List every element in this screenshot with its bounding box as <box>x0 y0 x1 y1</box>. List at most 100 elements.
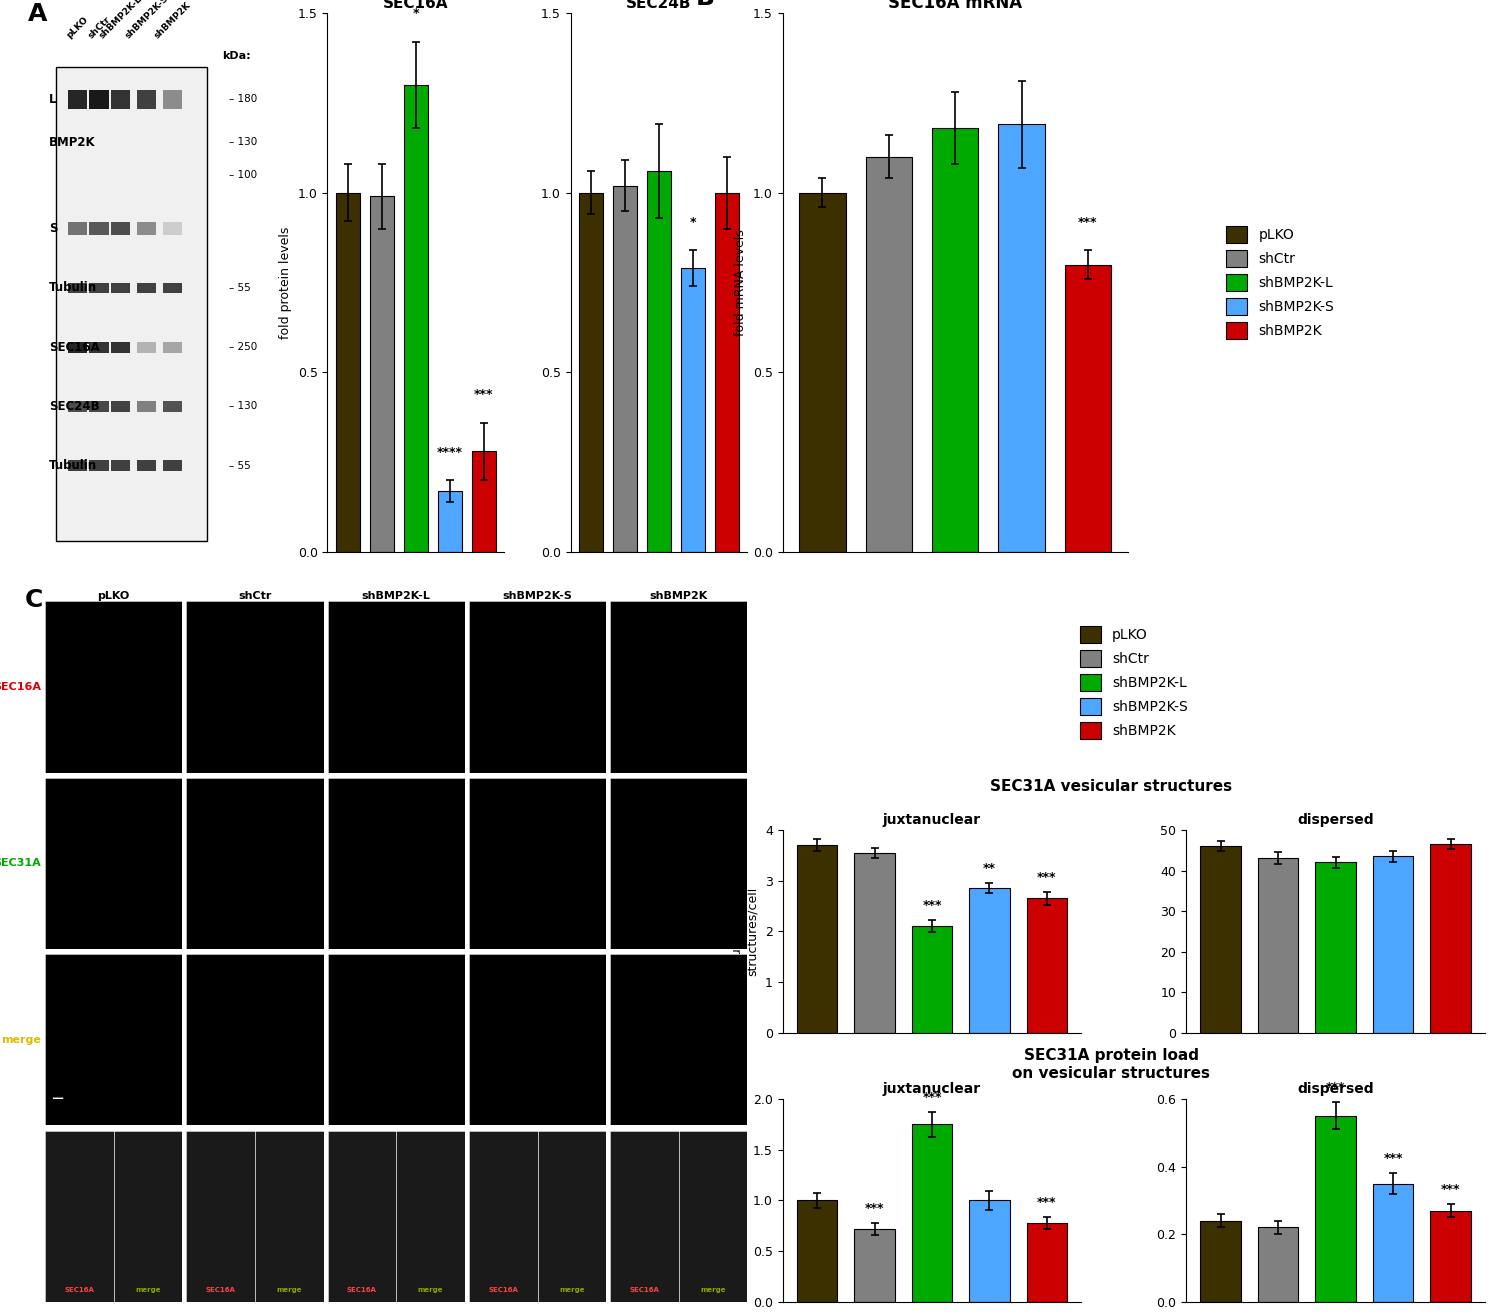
Text: SEC24B: SEC24B <box>50 400 100 413</box>
Bar <box>68 401 87 412</box>
Text: *: * <box>690 216 696 229</box>
Bar <box>912 926 952 1032</box>
Bar <box>646 171 670 552</box>
Bar <box>1431 1211 1470 1302</box>
Bar <box>1258 1227 1298 1302</box>
Bar <box>111 401 130 412</box>
Text: pLKO: pLKO <box>64 14 90 39</box>
Bar <box>716 193 740 552</box>
Title: SEC16A mRNA: SEC16A mRNA <box>888 0 1022 12</box>
Text: shCtr: shCtr <box>86 14 112 39</box>
Bar <box>1372 856 1413 1032</box>
Text: ***: *** <box>922 1091 942 1105</box>
Title: shBMP2K-S: shBMP2K-S <box>503 590 573 601</box>
Text: – 55: – 55 <box>228 283 251 293</box>
Bar <box>90 283 108 293</box>
Bar <box>472 451 495 552</box>
Bar <box>1028 1223 1066 1302</box>
Text: ***: *** <box>1326 1081 1346 1094</box>
Text: ***: *** <box>1078 216 1098 229</box>
Bar <box>1258 859 1298 1032</box>
Bar <box>865 156 912 552</box>
Bar <box>136 222 156 235</box>
Text: SEC16A: SEC16A <box>346 1287 376 1293</box>
Text: merge: merge <box>700 1287 726 1293</box>
Bar <box>1065 264 1112 552</box>
Y-axis label: mean fluorescence
intensity/structure
(a.u. x 10⁵): mean fluorescence intensity/structure (a… <box>705 1140 747 1260</box>
Bar <box>162 401 182 412</box>
Text: – 180: – 180 <box>228 95 256 104</box>
Text: E: E <box>648 1048 664 1072</box>
Y-axis label: merge: merge <box>2 1035 40 1045</box>
Text: shBMP2K-S: shBMP2K-S <box>123 0 170 39</box>
Text: BMP2K: BMP2K <box>50 135 96 149</box>
Bar <box>136 342 156 352</box>
Text: – 130: – 130 <box>228 138 256 147</box>
Bar <box>1200 846 1240 1032</box>
Bar <box>90 401 108 412</box>
Title: juxtanuclear: juxtanuclear <box>884 1082 981 1097</box>
Text: SEC31A vesicular structures: SEC31A vesicular structures <box>990 780 1233 794</box>
Bar <box>969 1201 1010 1302</box>
Bar <box>796 1201 837 1302</box>
Bar <box>68 222 87 235</box>
Text: SEC16A: SEC16A <box>489 1287 518 1293</box>
Bar <box>855 853 894 1032</box>
Bar <box>336 193 360 552</box>
Bar <box>932 128 978 552</box>
Text: **: ** <box>982 863 996 874</box>
Text: ***: *** <box>922 899 942 913</box>
Title: pLKO: pLKO <box>98 590 129 601</box>
Bar <box>1316 863 1356 1032</box>
Title: shBMP2K-L: shBMP2K-L <box>362 590 430 601</box>
Bar <box>111 89 130 109</box>
Bar <box>90 89 108 109</box>
Bar <box>1372 1184 1413 1302</box>
Bar <box>68 342 87 352</box>
Title: shBMP2K: shBMP2K <box>650 590 708 601</box>
Bar <box>796 846 837 1032</box>
Bar <box>162 342 182 352</box>
Bar <box>162 283 182 293</box>
Bar <box>1200 1220 1240 1302</box>
Text: kDa:: kDa: <box>222 51 251 62</box>
Title: dispersed: dispersed <box>1298 1082 1374 1097</box>
Text: L: L <box>50 93 57 105</box>
Text: – 55: – 55 <box>228 460 251 471</box>
Text: merge: merge <box>135 1287 160 1293</box>
Text: ***: *** <box>865 1202 885 1215</box>
Bar <box>912 1124 952 1302</box>
Bar <box>90 342 108 352</box>
Y-axis label: SEC31A: SEC31A <box>0 859 40 868</box>
Bar <box>111 342 130 352</box>
Bar <box>136 283 156 293</box>
Text: *: * <box>413 8 419 20</box>
Text: ***: *** <box>1383 1152 1402 1165</box>
Title: SEC24B: SEC24B <box>627 0 692 11</box>
Text: SEC16A: SEC16A <box>206 1287 236 1293</box>
Text: – 130: – 130 <box>228 401 256 412</box>
Bar <box>136 460 156 471</box>
Bar <box>855 1228 894 1302</box>
Y-axis label: fold protein levels: fold protein levels <box>279 226 292 339</box>
Bar <box>999 125 1045 552</box>
Text: SEC16A: SEC16A <box>50 341 100 354</box>
Bar <box>1028 898 1066 1032</box>
Bar <box>1431 844 1470 1032</box>
Title: SEC16A: SEC16A <box>382 0 448 11</box>
Bar <box>68 460 87 471</box>
Text: ****: **** <box>436 446 463 459</box>
Bar <box>90 460 108 471</box>
Legend: pLKO, shCtr, shBMP2K-L, shBMP2K-S, shBMP2K: pLKO, shCtr, shBMP2K-L, shBMP2K-S, shBMP… <box>1080 626 1188 739</box>
Bar <box>68 283 87 293</box>
Text: D: D <box>648 780 669 803</box>
Text: – 250: – 250 <box>228 342 256 352</box>
Y-axis label: SEC16A: SEC16A <box>0 682 40 692</box>
Text: shBMP2K: shBMP2K <box>153 0 192 39</box>
Bar <box>438 490 462 552</box>
Text: merge: merge <box>419 1287 444 1293</box>
Text: SEC16A: SEC16A <box>64 1287 94 1293</box>
Title: shCtr: shCtr <box>238 590 272 601</box>
Bar <box>56 67 207 542</box>
Bar <box>614 185 638 552</box>
